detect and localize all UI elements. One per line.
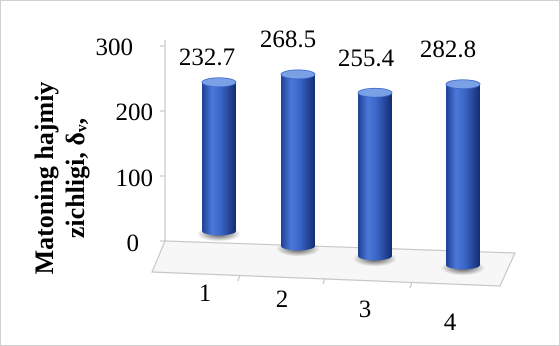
- bar-3: [353, 87, 397, 267]
- chart-floor: [151, 240, 516, 287]
- data-label-4: 282.8: [420, 36, 476, 63]
- bar-top: [445, 79, 481, 90]
- y-tick-marks: [160, 45, 165, 242]
- bar-top: [357, 87, 393, 98]
- y-tick-label-200: 200: [116, 99, 154, 126]
- x-tick-label-3: 3: [359, 296, 372, 323]
- bar-body: [446, 84, 480, 270]
- bar-top: [280, 69, 316, 80]
- bar-2: [276, 69, 320, 257]
- x-tick-marks: [237, 274, 413, 289]
- y-tick-label-100: 100: [116, 165, 154, 192]
- x-tick-label-4: 4: [444, 309, 457, 336]
- data-label-3: 255.4: [338, 45, 395, 72]
- x-tick-label-2: 2: [276, 286, 289, 313]
- y-tick-label-300: 300: [96, 34, 134, 61]
- bar-body: [281, 74, 315, 251]
- y-axis-title-line1: Matoning hajmiy: [30, 82, 59, 275]
- bar-top: [201, 77, 237, 88]
- bars: [197, 69, 485, 276]
- x-tick-label-1: 1: [199, 280, 212, 307]
- bar-body: [358, 92, 392, 261]
- bar-1: [197, 77, 241, 242]
- bar-4: [441, 79, 485, 276]
- y-axis-title-line2: zichligi, δᵥ,: [61, 118, 90, 238]
- bar-body: [202, 82, 236, 236]
- data-label-1: 232.7: [179, 44, 235, 71]
- data-label-2: 268.5: [260, 26, 316, 53]
- y-tick-label-0: 0: [127, 230, 140, 257]
